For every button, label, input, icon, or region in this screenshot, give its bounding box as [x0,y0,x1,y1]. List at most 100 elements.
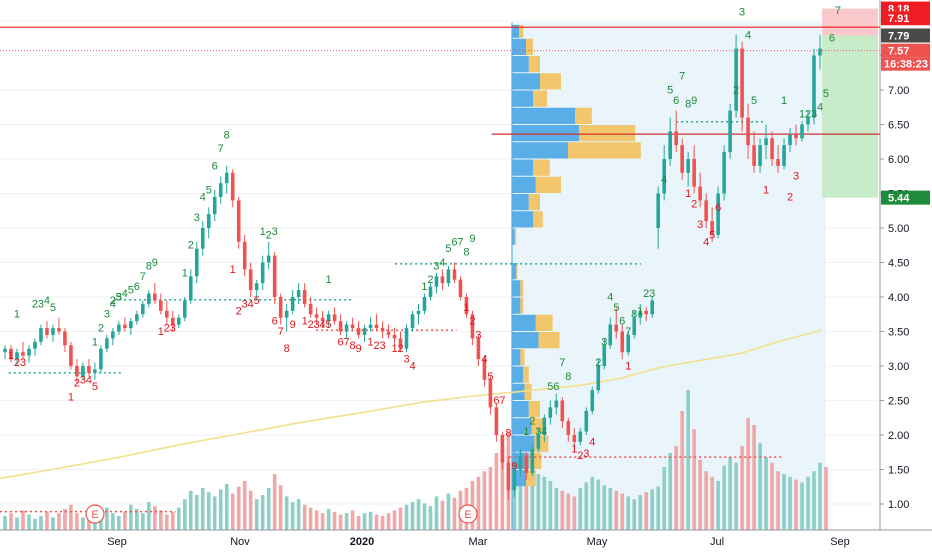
candle[interactable] [308,297,313,318]
candle[interactable] [452,262,457,284]
candle[interactable] [296,283,301,304]
candle[interactable] [554,393,559,415]
candle[interactable] [506,455,511,501]
candle[interactable] [326,310,331,329]
candle[interactable] [608,317,613,349]
candle[interactable] [590,386,595,415]
candle[interactable] [680,138,684,180]
candle[interactable] [524,452,529,480]
candle[interactable] [656,186,660,249]
candle[interactable] [45,321,49,339]
earnings-marker[interactable]: E [85,504,105,524]
candle[interactable] [674,110,678,153]
candle[interactable] [704,193,708,229]
candle[interactable] [218,176,223,204]
candle[interactable] [236,196,241,249]
candle[interactable] [39,324,43,346]
candle[interactable] [266,241,271,270]
candle[interactable] [290,290,295,315]
candle[interactable] [129,317,133,335]
candle[interactable] [758,138,762,173]
candle[interactable] [692,145,696,194]
price-axis[interactable]: 1.001.502.002.503.003.504.004.505.005.50… [879,0,932,550]
horizontal-lines[interactable] [0,26,880,513]
candle[interactable] [566,417,571,442]
candle[interactable] [794,124,798,146]
candle[interactable] [27,345,31,363]
candle[interactable] [99,345,103,373]
candle[interactable] [806,110,810,132]
candle[interactable] [626,331,631,356]
candle[interactable] [3,345,7,360]
candle[interactable] [314,307,319,325]
candle[interactable] [33,338,37,356]
candle[interactable] [536,428,541,453]
candle[interactable] [392,328,397,346]
candle[interactable] [812,48,816,125]
candle[interactable] [254,279,259,301]
time-axis-bg[interactable] [0,530,932,550]
candle[interactable] [800,121,804,142]
candle[interactable] [494,403,499,442]
candle[interactable] [182,297,187,322]
candle[interactable] [135,310,139,325]
candle[interactable] [81,362,85,380]
candle[interactable] [614,307,619,339]
candle[interactable] [776,145,780,173]
candle[interactable] [482,355,487,387]
candle[interactable] [63,328,67,353]
candle[interactable] [105,334,109,353]
candle[interactable] [147,290,151,308]
candle[interactable] [117,321,121,335]
candle[interactable] [764,124,768,160]
candle[interactable] [320,310,325,329]
candle[interactable] [380,321,385,339]
target-zone[interactable] [822,35,878,198]
candle[interactable] [530,445,535,477]
candle[interactable] [722,145,726,201]
candle[interactable] [284,303,289,332]
candle[interactable] [200,221,205,256]
candle[interactable] [278,293,283,325]
stop-zone[interactable] [822,8,878,36]
candle[interactable] [782,138,786,170]
candle[interactable] [242,234,247,277]
candle[interactable] [350,317,355,332]
candle[interactable] [434,272,439,294]
candle[interactable] [422,293,427,315]
candle[interactable] [500,431,505,470]
candle[interactable] [428,283,433,301]
candle[interactable] [123,317,127,332]
candle[interactable] [111,328,115,346]
candle[interactable] [302,283,307,308]
candle[interactable] [362,324,367,342]
candles[interactable] [3,34,822,501]
candle[interactable] [332,307,337,325]
candle[interactable] [386,324,391,339]
candle[interactable] [206,207,211,239]
candle[interactable] [632,310,637,339]
candle[interactable] [21,341,25,360]
candle[interactable] [746,103,750,159]
candle[interactable] [87,359,91,377]
candle[interactable] [93,362,97,380]
candle[interactable] [446,265,451,287]
candle[interactable] [356,321,361,339]
candle[interactable] [15,348,19,366]
candle[interactable] [194,241,199,284]
candle[interactable] [69,341,73,370]
candle[interactable] [170,310,175,332]
candle[interactable] [710,207,714,242]
candle[interactable] [470,310,475,346]
candle[interactable] [602,338,607,370]
candle[interactable] [404,324,409,353]
candle[interactable] [620,324,625,360]
candle[interactable] [560,397,565,429]
candle[interactable] [212,190,217,222]
price-axis-bg[interactable] [880,0,932,530]
candle[interactable] [9,345,13,363]
candle[interactable] [153,283,157,304]
